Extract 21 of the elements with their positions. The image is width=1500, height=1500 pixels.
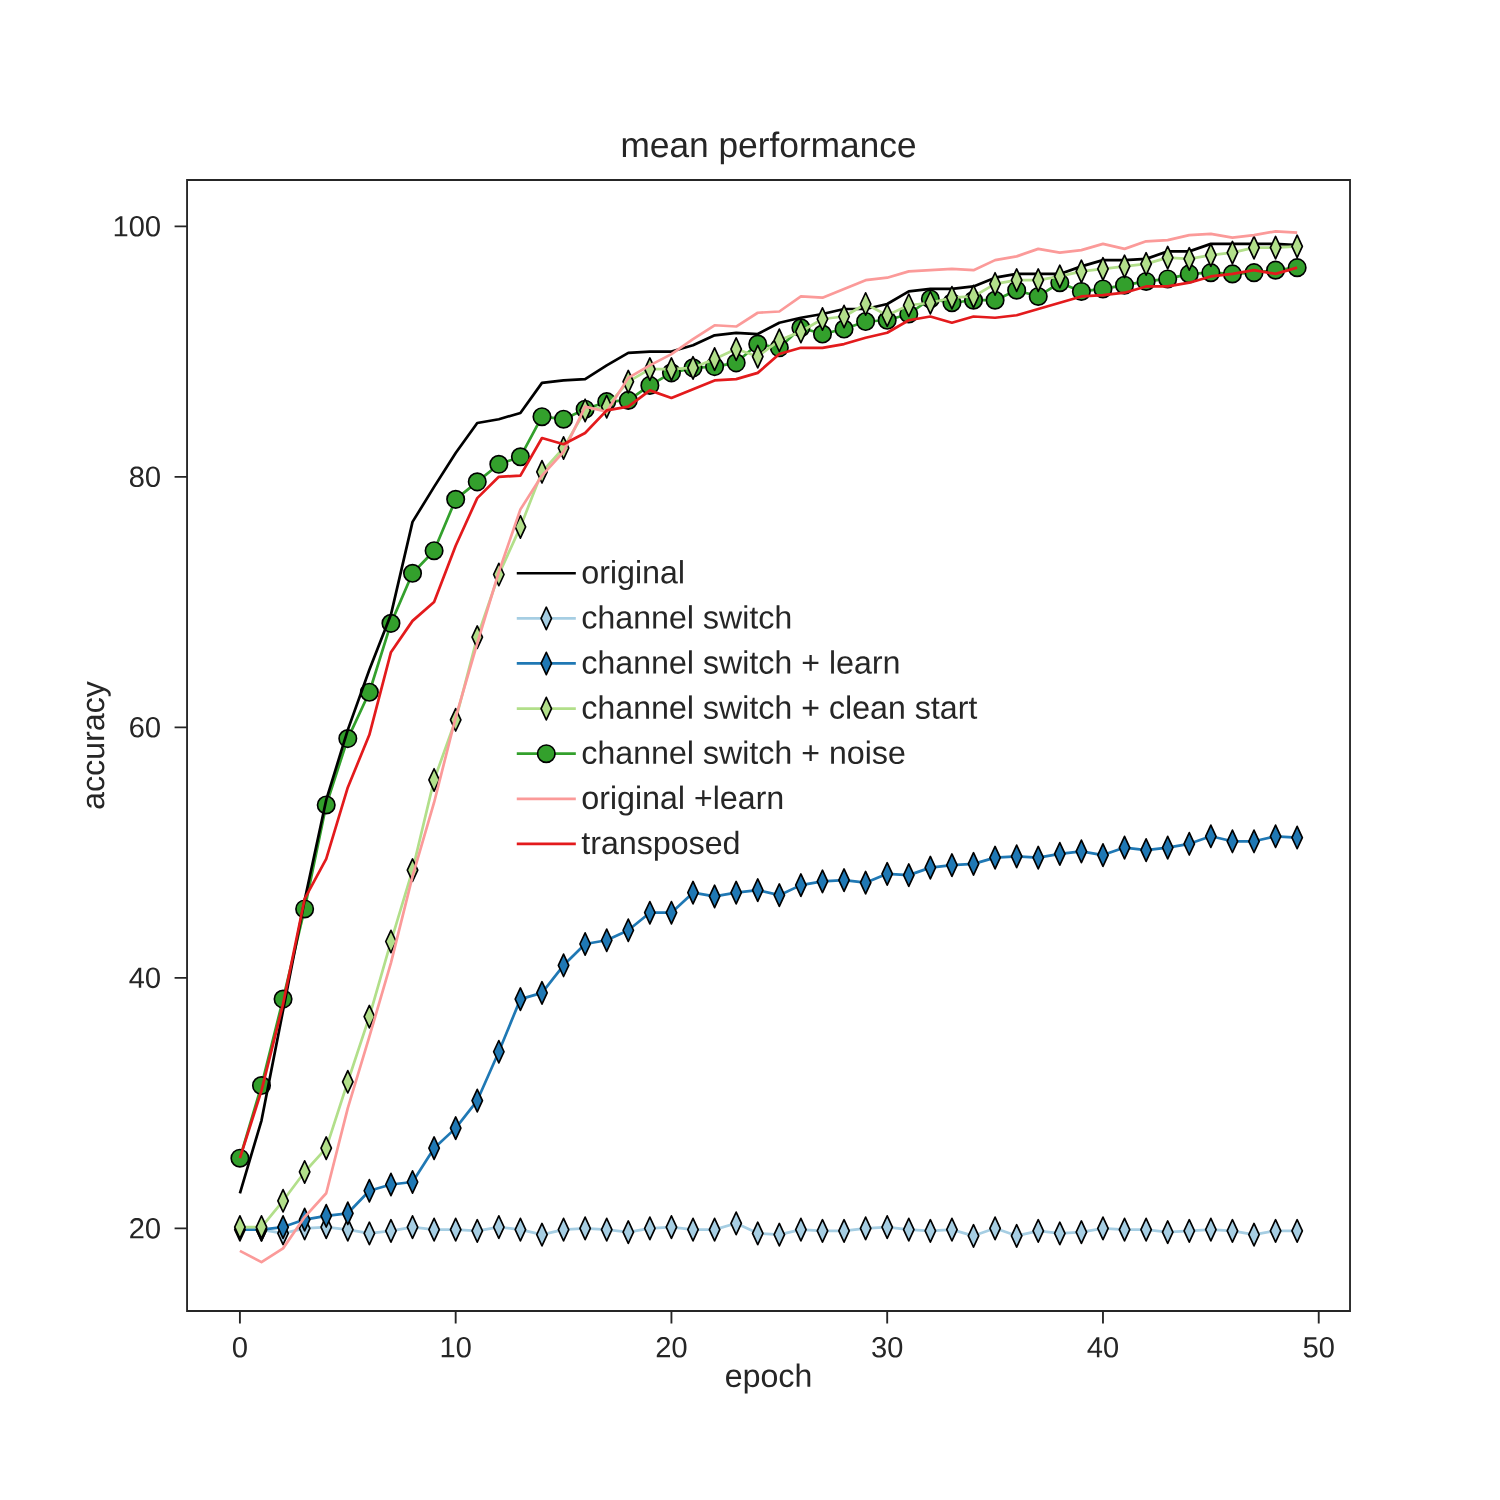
x-axis-title: epoch bbox=[726, 1363, 811, 1394]
chart-title: mean performance bbox=[622, 131, 915, 165]
x-tick-label: 10 bbox=[441, 1336, 471, 1358]
x-tick-label: 40 bbox=[1087, 1336, 1118, 1358]
legend-label: channel switch bbox=[582, 605, 791, 629]
legend-label: channel switch + clean start bbox=[582, 695, 978, 719]
y-tick-label: 40 bbox=[129, 967, 160, 989]
x-tick-label: 0 bbox=[232, 1336, 247, 1358]
legend-label: original +learn bbox=[582, 785, 783, 816]
y-axis-title: accuracy bbox=[86, 681, 111, 809]
legend-label: original bbox=[582, 560, 683, 591]
legend-label: transposed bbox=[581, 830, 739, 861]
y-tick-label: 80 bbox=[129, 466, 160, 488]
y-tick-label: 100 bbox=[114, 216, 160, 237]
y-tick-label: 60 bbox=[130, 717, 160, 738]
x-tick-label: 50 bbox=[1303, 1336, 1334, 1358]
x-tick-label: 20 bbox=[656, 1336, 687, 1358]
legend-label: channel switch + noise bbox=[582, 740, 905, 765]
y-tick-label: 20 bbox=[130, 1218, 160, 1239]
x-tick-label: 30 bbox=[872, 1336, 903, 1358]
legend-label: channel switch + learn bbox=[582, 650, 899, 674]
